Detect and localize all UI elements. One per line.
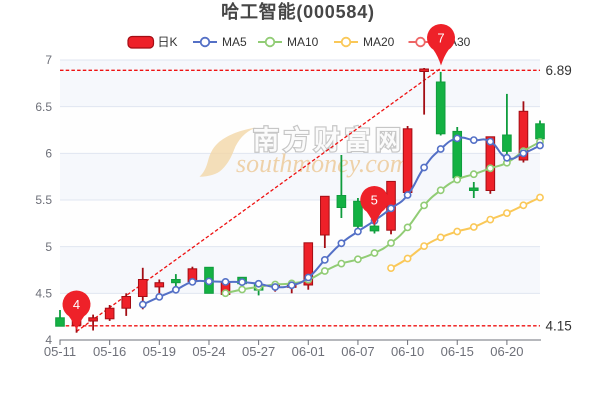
svg-text:06-10: 06-10 xyxy=(391,344,424,359)
svg-text:05-16: 05-16 xyxy=(93,344,126,359)
svg-text:05-11: 05-11 xyxy=(44,344,76,359)
svg-text:06-20: 06-20 xyxy=(490,344,523,359)
svg-text:06-01: 06-01 xyxy=(292,344,325,359)
svg-text:06-07: 06-07 xyxy=(341,344,374,359)
svg-text:MA20: MA20 xyxy=(363,35,395,49)
svg-text:MA5: MA5 xyxy=(222,35,247,49)
svg-text:05-19: 05-19 xyxy=(143,344,176,359)
svg-text:4.15: 4.15 xyxy=(546,318,572,333)
svg-text:7: 7 xyxy=(437,31,444,46)
svg-text:06-15: 06-15 xyxy=(441,344,474,359)
svg-text:南方财富网: 南方财富网 xyxy=(253,125,406,155)
svg-text:6.89: 6.89 xyxy=(546,63,572,78)
svg-text:4: 4 xyxy=(45,333,52,347)
svg-text:MA10: MA10 xyxy=(287,35,319,49)
svg-text:05-27: 05-27 xyxy=(242,344,275,359)
svg-text:5.5: 5.5 xyxy=(35,193,52,207)
svg-text:4: 4 xyxy=(73,297,80,312)
svg-text:5: 5 xyxy=(45,240,52,254)
svg-text:5: 5 xyxy=(371,193,378,208)
svg-text:哈工智能(000584): 哈工智能(000584) xyxy=(221,1,375,22)
svg-text:05-24: 05-24 xyxy=(192,344,225,359)
svg-text:7: 7 xyxy=(45,53,52,67)
svg-text:日K: 日K xyxy=(158,35,178,49)
svg-text:6: 6 xyxy=(45,147,52,161)
svg-text:4.5: 4.5 xyxy=(35,287,52,301)
svg-text:6.5: 6.5 xyxy=(35,100,52,114)
